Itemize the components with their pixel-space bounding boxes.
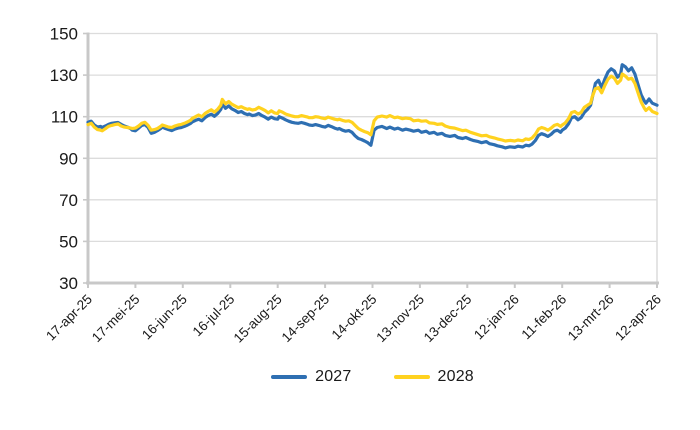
- x-axis-label: 12-apr-26: [612, 292, 664, 344]
- x-axis-label: 12-jan-26: [471, 292, 522, 343]
- legend-label-2028: 2028: [437, 368, 474, 385]
- y-axis-label: 50: [59, 232, 78, 251]
- y-axis-label: 130: [50, 66, 78, 85]
- x-axis-label: 14-sep-25: [279, 292, 333, 346]
- legend-label-2027: 2027: [315, 368, 352, 385]
- x-axis-label: 16-jul-25: [190, 292, 238, 340]
- y-axis-label: 110: [51, 108, 78, 127]
- y-axis-label: 30: [59, 274, 78, 293]
- x-axis-label: 13-dec-25: [421, 292, 475, 346]
- legend-swatch-2027: [271, 374, 308, 380]
- legend-swatch-2028: [393, 374, 430, 380]
- x-axis-label: 17-mei-25: [89, 292, 143, 346]
- x-axis-label: 14-okt-25: [329, 292, 380, 343]
- legend: 2027 2028: [88, 368, 657, 386]
- x-axis-label: 16-jun-25: [139, 292, 190, 343]
- x-axis-label: 13-mrt-26: [565, 292, 617, 344]
- series-line-2027: [86, 63, 659, 150]
- legend-item-2027: 2027: [271, 368, 351, 386]
- y-axis-label: 150: [50, 25, 78, 44]
- line-chart: 1501301109070503017-apr-2517-mei-2516-ju…: [43, 25, 664, 346]
- y-axis-label: 70: [59, 191, 78, 210]
- x-axis-label: 13-nov-25: [373, 292, 427, 346]
- x-axis-label: 11-feb-26: [519, 292, 570, 343]
- y-axis-label: 90: [59, 149, 78, 168]
- legend-item-2028: 2028: [393, 368, 474, 386]
- series-line-2028: [86, 72, 659, 143]
- x-axis-label: 17-apr-25: [43, 292, 95, 344]
- x-axis-label: 15-aug-25: [231, 292, 285, 346]
